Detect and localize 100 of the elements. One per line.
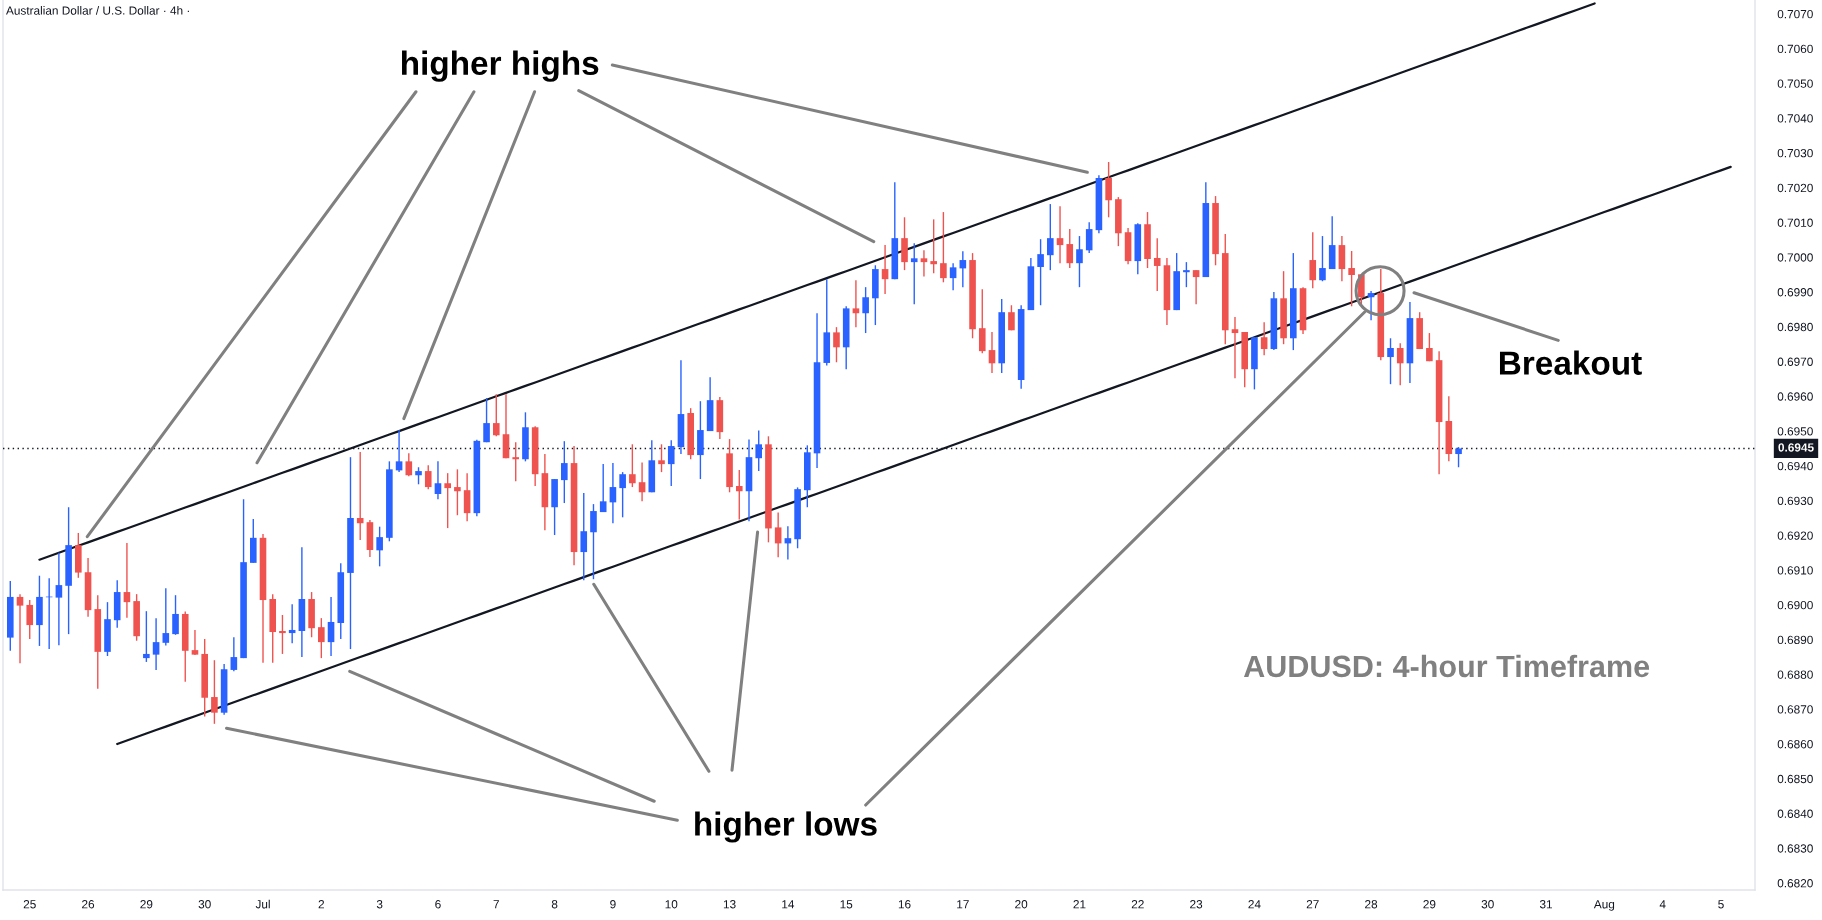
candlestick [1309, 231, 1317, 289]
ref-line-label: 0.6945 [1778, 443, 1814, 452]
x-tick-label: 14 [782, 900, 795, 909]
candlestick [444, 472, 451, 529]
candlestick [356, 451, 364, 541]
candlestick [502, 393, 510, 459]
candlestick [434, 460, 442, 500]
candlestick [1348, 250, 1355, 307]
x-tick-label: 22 [1131, 900, 1144, 909]
x-tick-label: 25 [23, 900, 36, 909]
candlestick [191, 629, 199, 656]
candlestick [318, 617, 325, 659]
candlestick [988, 331, 996, 374]
x-tick-label: 20 [1015, 900, 1028, 909]
candlestick [658, 443, 665, 473]
y-tick-label: 0.6930 [1777, 496, 1813, 506]
annotation: Breakout [1499, 350, 1642, 375]
candlestick [1396, 342, 1404, 386]
candlestick [512, 441, 520, 482]
chart-title: Australian Dollar / U.S. Dollar · 4h · [6, 6, 189, 15]
y-tick-label: 0.6840 [1777, 809, 1813, 818]
y-tick-label: 0.6870 [1777, 705, 1813, 714]
candlestick [930, 218, 937, 274]
x-tick-label: 4 [1659, 900, 1666, 909]
candlestick [774, 511, 782, 558]
candlestick [376, 526, 383, 568]
y-tick-label: 0.6920 [1777, 531, 1813, 540]
x-tick-label: 13 [723, 900, 736, 909]
candlestick [833, 326, 840, 363]
candlestick [1105, 161, 1112, 218]
candlestick [230, 636, 238, 673]
x-tick-label: 10 [665, 900, 678, 909]
candlestick [395, 429, 403, 473]
x-tick-label: 17 [957, 900, 969, 909]
x-tick-label: 30 [1481, 900, 1494, 909]
candlestick [211, 659, 218, 725]
candlestick [1338, 235, 1346, 282]
y-tick-label: 0.7050 [1777, 79, 1813, 88]
candlestick [580, 492, 588, 581]
y-tick-label: 0.6850 [1777, 774, 1813, 784]
x-tick-label: 2 [318, 900, 325, 909]
y-tick-label: 0.6990 [1777, 288, 1813, 297]
x-tick-label: Jul [255, 899, 270, 909]
y-tick-label: 0.6970 [1777, 357, 1813, 366]
candlestick [901, 216, 908, 271]
candlestick [862, 286, 869, 334]
candlestick [852, 279, 860, 328]
x-tick-label: 26 [82, 900, 95, 909]
x-tick-label: 31 [1539, 900, 1553, 909]
candlestick [26, 599, 34, 640]
candlestick [1153, 237, 1161, 292]
x-tick-label: 9 [610, 900, 616, 909]
annotation: higher highs [402, 50, 599, 82]
candlestick [1056, 205, 1064, 264]
candlestick [279, 614, 286, 655]
candlestick [940, 211, 947, 283]
candlestick [1047, 203, 1054, 271]
candlestick [1426, 332, 1433, 362]
x-tick-label: 5 [1718, 900, 1724, 909]
candlestick [629, 443, 636, 488]
x-tick-label: 3 [376, 900, 383, 909]
y-tick-label: 0.7010 [1777, 218, 1813, 227]
candlestick [949, 262, 957, 291]
x-tick-label: 21 [1073, 900, 1086, 909]
x-tick-label: 23 [1190, 900, 1203, 909]
candlestick [1085, 221, 1093, 254]
x-tick-label: Aug [1593, 900, 1615, 911]
y-tick-label: 0.6960 [1777, 392, 1813, 401]
candlestick [1387, 337, 1394, 385]
y-tick-label: 0.6910 [1777, 566, 1813, 575]
candlestick [143, 610, 150, 663]
candlestick [483, 397, 490, 443]
candlestick [492, 393, 500, 438]
x-tick-label: 30 [198, 900, 211, 909]
y-tick-label: 0.7030 [1777, 149, 1813, 158]
x-tick-label: 6 [435, 900, 441, 909]
y-tick-label: 0.6890 [1777, 635, 1813, 645]
y-tick-label: 0.6940 [1777, 461, 1813, 471]
y-tick-label: 0.6980 [1777, 322, 1813, 332]
candlestick [16, 593, 24, 665]
x-tick-label: 29 [1423, 900, 1436, 909]
candlestick [920, 249, 928, 278]
candlestick [55, 552, 63, 646]
candlestick [978, 288, 986, 354]
y-tick-label: 0.7000 [1777, 253, 1813, 262]
candlestick [1328, 215, 1336, 270]
candlestick [1231, 316, 1239, 379]
x-tick-label: 28 [1365, 900, 1378, 909]
candlestick [590, 503, 597, 580]
candlestick [1076, 235, 1083, 288]
y-tick-label: 0.7020 [1777, 183, 1813, 193]
candlestick [881, 244, 889, 295]
candlestick [667, 439, 675, 487]
x-tick-label: 29 [140, 900, 153, 909]
candlestick [755, 429, 763, 472]
candlestick [1066, 228, 1074, 269]
y-tick-label: 0.6860 [1777, 740, 1813, 749]
candlestick [454, 468, 461, 516]
candlestick [1260, 321, 1268, 356]
x-tick-label: 24 [1248, 900, 1261, 909]
